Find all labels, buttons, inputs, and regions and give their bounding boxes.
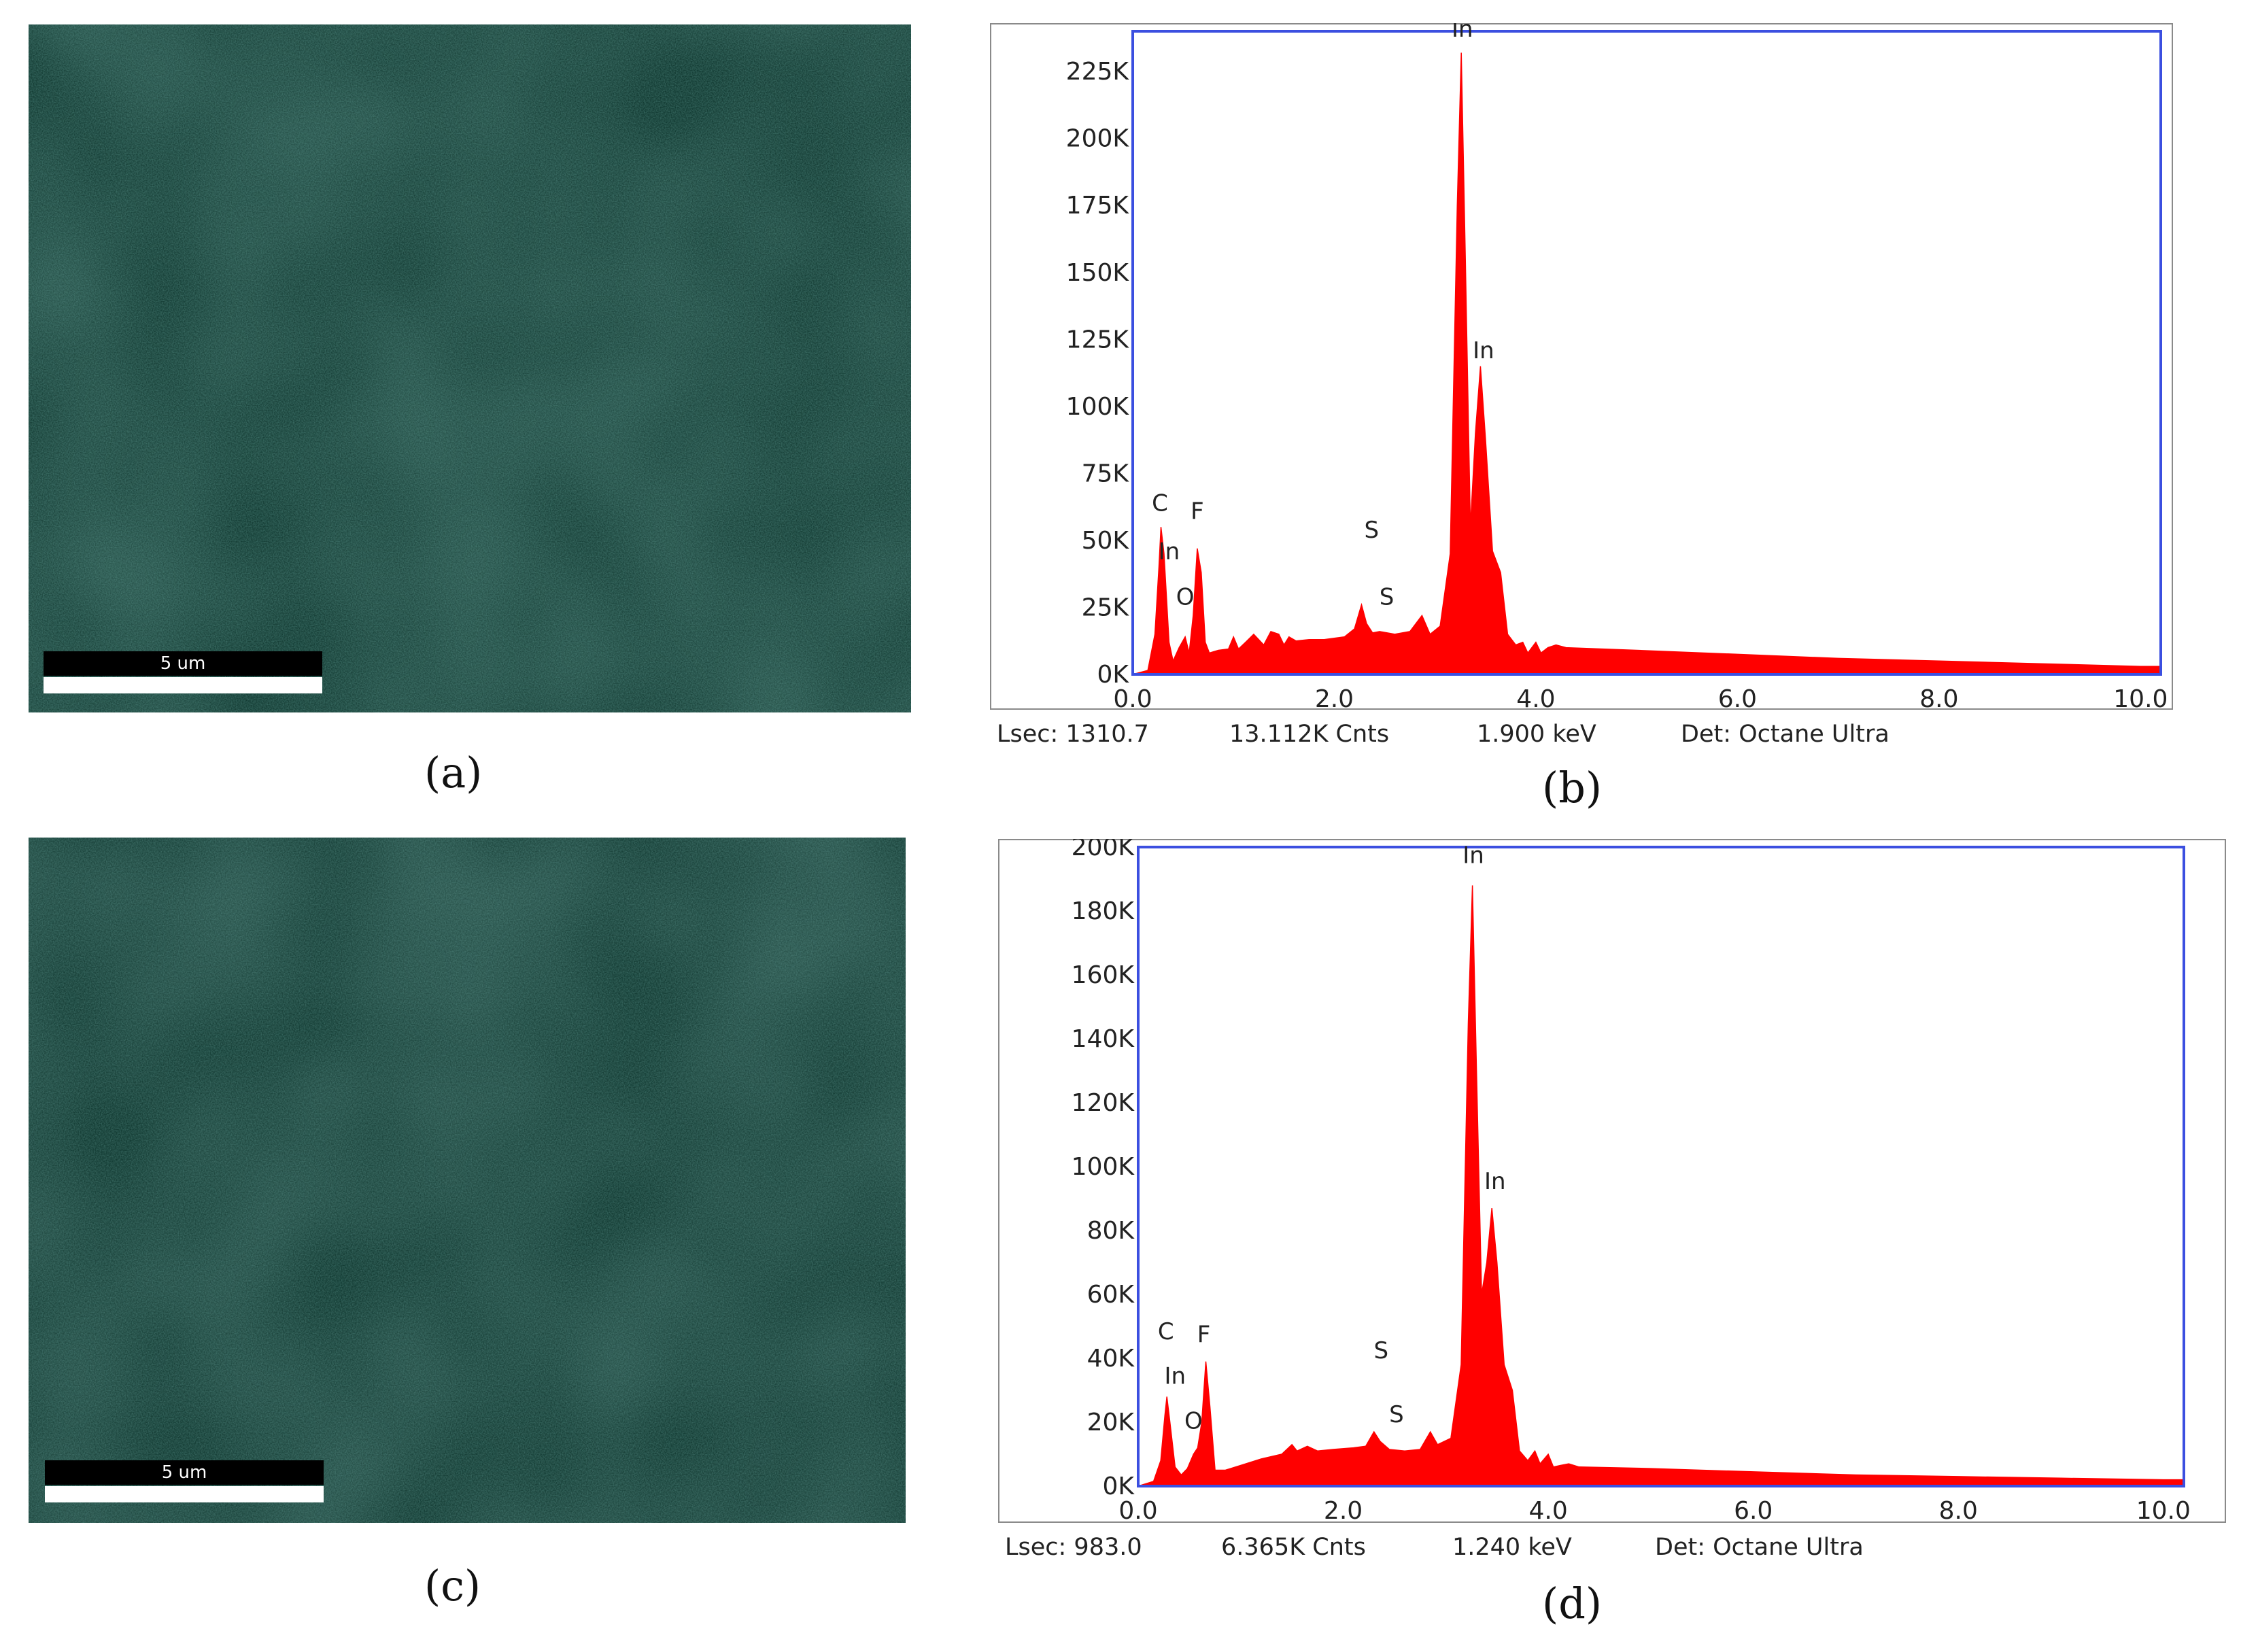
y-tick-label: 0K xyxy=(1102,1473,1135,1500)
x-tick-label: 0.0 xyxy=(1113,685,1152,710)
outer-frame xyxy=(998,839,2226,1523)
x-tick-label: 10.0 xyxy=(2136,1497,2191,1523)
eds-chart-b: 0K 25K 50K 75K 100K 125K 150K 175K 200K 225K 0.0 2.… xyxy=(990,23,2173,710)
scale-bar-label-a: 5 um xyxy=(160,653,206,674)
sem-texture xyxy=(29,24,911,712)
x-tick-label: 6.0 xyxy=(1718,685,1757,710)
status-counts-d: 6.365K Cnts xyxy=(1221,1534,1366,1561)
y-tick-label: 125K xyxy=(1066,326,1130,354)
x-tick-label: 2.0 xyxy=(1324,1497,1363,1523)
status-energy-d: 1.240 keV xyxy=(1452,1534,1572,1561)
y-tick-label: 175K xyxy=(1066,192,1130,220)
y-tick-label: 100K xyxy=(1072,1153,1135,1181)
y-tick-label: 50K xyxy=(1082,527,1130,555)
y-tick-label: 200K xyxy=(1072,839,1135,861)
status-lsec-b: Lsec: 1310.7 xyxy=(997,721,1149,748)
peak-label: F xyxy=(1191,498,1204,525)
scale-bar-white xyxy=(45,1486,324,1502)
status-detector-d: Det: Octane Ultra xyxy=(1655,1534,1864,1561)
peak-label: S xyxy=(1365,517,1380,544)
x-tick-label: 6.0 xyxy=(1734,1497,1773,1523)
status-counts-b: 13.112K Cnts xyxy=(1229,721,1390,748)
y-tick-label: 40K xyxy=(1087,1345,1135,1373)
peak-label: In xyxy=(1473,337,1494,364)
peak-label: In xyxy=(1484,1168,1506,1195)
peak-label: S xyxy=(1374,1337,1389,1364)
x-tick-label: 4.0 xyxy=(1529,1497,1568,1523)
sem-image-c: 5 um xyxy=(29,838,906,1523)
eds-chart-d: 0K 20K 40K 60K 80K 100K 120K 140K 160K 180K 200K 0.… xyxy=(998,839,2226,1523)
caption-c: (c) xyxy=(424,1561,481,1611)
sem-texture xyxy=(29,838,906,1523)
peak-label: In xyxy=(1452,23,1473,43)
caption-a: (a) xyxy=(424,748,483,797)
sem-image-a: 5 um xyxy=(29,24,911,712)
peak-label: C xyxy=(1152,490,1168,517)
peak-label: S xyxy=(1389,1401,1404,1428)
x-tick-label: 10.0 xyxy=(2113,685,2168,710)
eds-spectrum-d: 0K 20K 40K 60K 80K 100K 120K 140K 160K 180K 200K 0.… xyxy=(998,839,2226,1523)
y-tick-label: 200K xyxy=(1066,125,1130,153)
x-tick-label: 2.0 xyxy=(1315,685,1354,710)
peak-label: In xyxy=(1164,1363,1186,1390)
caption-b: (b) xyxy=(1542,763,1603,812)
peak-label: O xyxy=(1184,1407,1203,1434)
status-detector-b: Det: Octane Ultra xyxy=(1681,721,1889,748)
y-tick-label: 180K xyxy=(1072,897,1135,925)
eds-spectrum-b: 0K 25K 50K 75K 100K 125K 150K 175K 200K 225K 0.0 2.… xyxy=(990,23,2173,710)
y-tick-label: 80K xyxy=(1087,1217,1135,1245)
y-tick-label: 160K xyxy=(1072,961,1135,989)
peak-label: In xyxy=(1462,842,1484,870)
y-tick-label: 75K xyxy=(1082,460,1130,487)
y-tick-label: 100K xyxy=(1066,393,1130,421)
outer-frame xyxy=(990,23,2173,710)
scale-bar-black xyxy=(45,1460,324,1485)
y-tick-label: 225K xyxy=(1066,58,1130,86)
caption-d: (d) xyxy=(1542,1579,1603,1628)
peak-label: In xyxy=(1159,538,1180,566)
y-tick-label: 150K xyxy=(1066,259,1130,287)
peak-label: C xyxy=(1158,1318,1174,1345)
y-tick-label: 0K xyxy=(1097,661,1129,689)
peak-label: F xyxy=(1197,1322,1211,1349)
peak-label: S xyxy=(1380,584,1395,611)
scale-bar-a: 5 um xyxy=(44,651,322,695)
scale-bar-c: 5 um xyxy=(45,1460,324,1504)
spectrum-area xyxy=(1132,52,2161,675)
scale-bar-white xyxy=(44,677,322,693)
x-tick-label: 4.0 xyxy=(1516,685,1555,710)
status-energy-b: 1.900 keV xyxy=(1477,721,1596,748)
y-tick-label: 25K xyxy=(1082,593,1130,621)
plot-frame xyxy=(1137,846,2185,1487)
peak-label: O xyxy=(1176,584,1195,611)
y-tick-label: 60K xyxy=(1087,1281,1135,1309)
x-tick-label: 0.0 xyxy=(1118,1497,1157,1523)
status-lsec-d: Lsec: 983.0 xyxy=(1005,1534,1142,1561)
scale-bar-black xyxy=(44,651,322,676)
x-tick-label: 8.0 xyxy=(1919,685,1958,710)
scale-bar-label-c: 5 um xyxy=(161,1462,207,1483)
y-tick-label: 140K xyxy=(1072,1025,1135,1053)
y-tick-label: 20K xyxy=(1087,1409,1135,1436)
spectrum-area xyxy=(1137,885,2185,1487)
y-tick-label: 120K xyxy=(1072,1089,1135,1117)
x-tick-label: 8.0 xyxy=(1939,1497,1978,1523)
plot-frame xyxy=(1131,30,2162,676)
